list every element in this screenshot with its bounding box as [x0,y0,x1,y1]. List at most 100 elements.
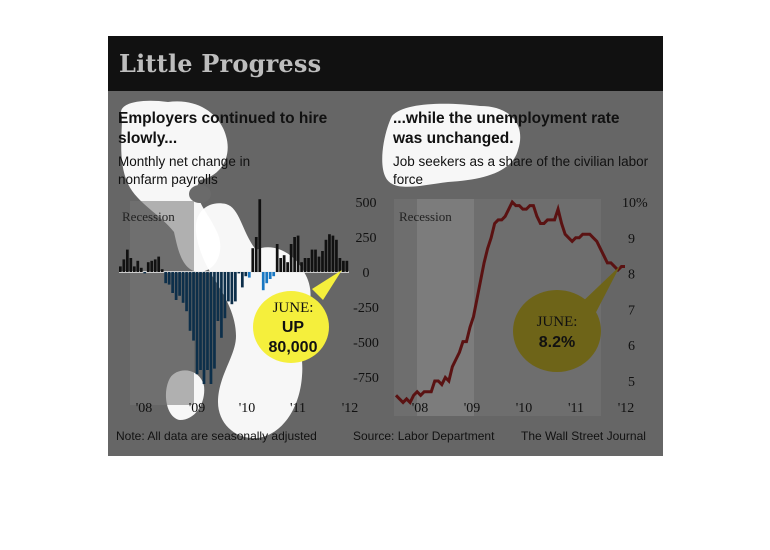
payroll-bar [192,272,195,341]
payroll-bar [345,260,349,272]
payroll-bar [234,272,237,302]
payroll-bar [139,267,143,272]
payroll-bar [244,272,248,277]
callout-june-payrolls: JUNE: UP 80,000 [253,270,342,363]
left-chart-heading: Employers continued to hire slowly... [118,110,328,147]
y-tick-label: -500 [353,336,379,351]
payroll-bar [342,260,345,272]
x-tick-label: '09 [189,401,206,416]
payroll-bar [167,272,171,285]
x-tick-label: '08 [136,401,153,416]
payroll-bar [171,272,174,293]
payroll-bar [272,272,276,277]
payroll-bar [282,255,286,272]
payroll-bar [188,272,192,331]
y-tick-label: 500 [356,196,377,211]
payroll-bar [119,266,122,272]
payroll-bar [261,272,265,291]
payroll-bar [324,239,328,272]
right-chart-subtitle: Job seekers as a share of the civilian l… [393,154,649,187]
payroll-bar [338,258,342,272]
y-tick-label: 6 [628,339,635,354]
y-tick-label: -250 [353,301,379,316]
callout-pointer [312,270,342,300]
recession-shading [417,199,474,416]
payroll-bar [251,248,255,272]
chart-figure: Little Progress Recession 500 250 0 -250 -50… [108,36,663,456]
unemployment-line [394,199,625,406]
y-tick-label: 10% [622,196,648,211]
payroll-bar [199,272,202,370]
payroll-bar [223,272,227,319]
payroll-bar [321,251,324,272]
payroll-bar [317,256,321,272]
payroll-bar [122,259,126,272]
callout-june-rate: JUNE: 8.2% [513,266,620,372]
payroll-bar [310,249,314,272]
payroll-bar [286,262,289,272]
x-tick-label: '10 [239,401,256,416]
payroll-bar [150,260,154,272]
callout-month: JUNE: [537,314,578,330]
payroll-bar [143,272,147,274]
payroll-bar [206,272,209,370]
x-tick-label: '12 [618,401,635,416]
x-tick-label: '11 [568,401,584,416]
recession-label: Recession [399,209,452,224]
payroll-bar [220,272,223,338]
x-tick-label: '09 [464,401,481,416]
payroll-bar [240,272,244,288]
title-bar: Little Progress [108,36,663,91]
unemployment-chart: Recession 10% 9 8 7 6 5 '08 '09 '10 '11 '12 [394,196,648,416]
right-chart-heading: ...while the unemployment rate was uncha… [393,110,620,147]
payroll-bar [331,235,335,272]
payroll-bar [254,237,258,272]
payroll-bar [303,258,307,272]
chart-title: Little Progress [119,49,322,78]
payroll-bar [275,244,279,272]
payroll-bar [185,272,188,312]
callout-month: JUNE: [273,300,314,316]
footnote: Note: All data are seasonally adjusted [116,429,317,443]
payroll-bar [300,262,303,272]
payroll-bar [178,272,181,296]
payroll-bar [129,258,133,272]
highlight-blob-pointer [189,185,211,203]
payroll-bar [279,258,283,272]
callout-bubble [513,290,601,372]
payroll-bar [209,272,213,384]
callout-bubble [253,291,329,363]
recession-label: Recession [122,209,175,224]
payroll-bar [314,249,317,272]
payroll-bar [213,272,216,369]
x-tick-label: '11 [290,401,306,416]
y-axis: 10% 9 8 7 6 5 [622,196,648,390]
payroll-bar [289,244,293,272]
y-tick-label: 5 [628,375,635,390]
y-tick-label: 250 [356,231,377,246]
highlight-blob-rate [382,103,521,187]
payroll-bar [174,272,178,300]
payroll-bar [293,237,296,272]
payroll-bar [153,259,157,272]
left-chart-subtitle: Monthly net change in nonfarm payrolls [118,154,251,187]
payroll-bars [119,199,349,384]
y-tick-label: -750 [353,371,379,386]
payroll-bar [265,272,269,284]
payroll-bar [237,272,241,274]
payroll-bar [202,272,206,384]
source-credit: Source: Labor Department [353,429,495,443]
x-tick-label: '10 [516,401,533,416]
payroll-bar [157,256,161,272]
payroll-bar [335,239,338,272]
payroll-bar [125,249,129,272]
payroll-bar [160,269,164,272]
payroll-bar [247,272,251,278]
payroll-bar [258,199,262,272]
y-tick-label: 9 [628,232,635,247]
x-axis: '08 '09 '10 '11 '12 [412,401,635,416]
publisher-credit: The Wall Street Journal [521,429,646,443]
payroll-bar [132,266,136,272]
y-tick-label: 8 [628,268,635,283]
